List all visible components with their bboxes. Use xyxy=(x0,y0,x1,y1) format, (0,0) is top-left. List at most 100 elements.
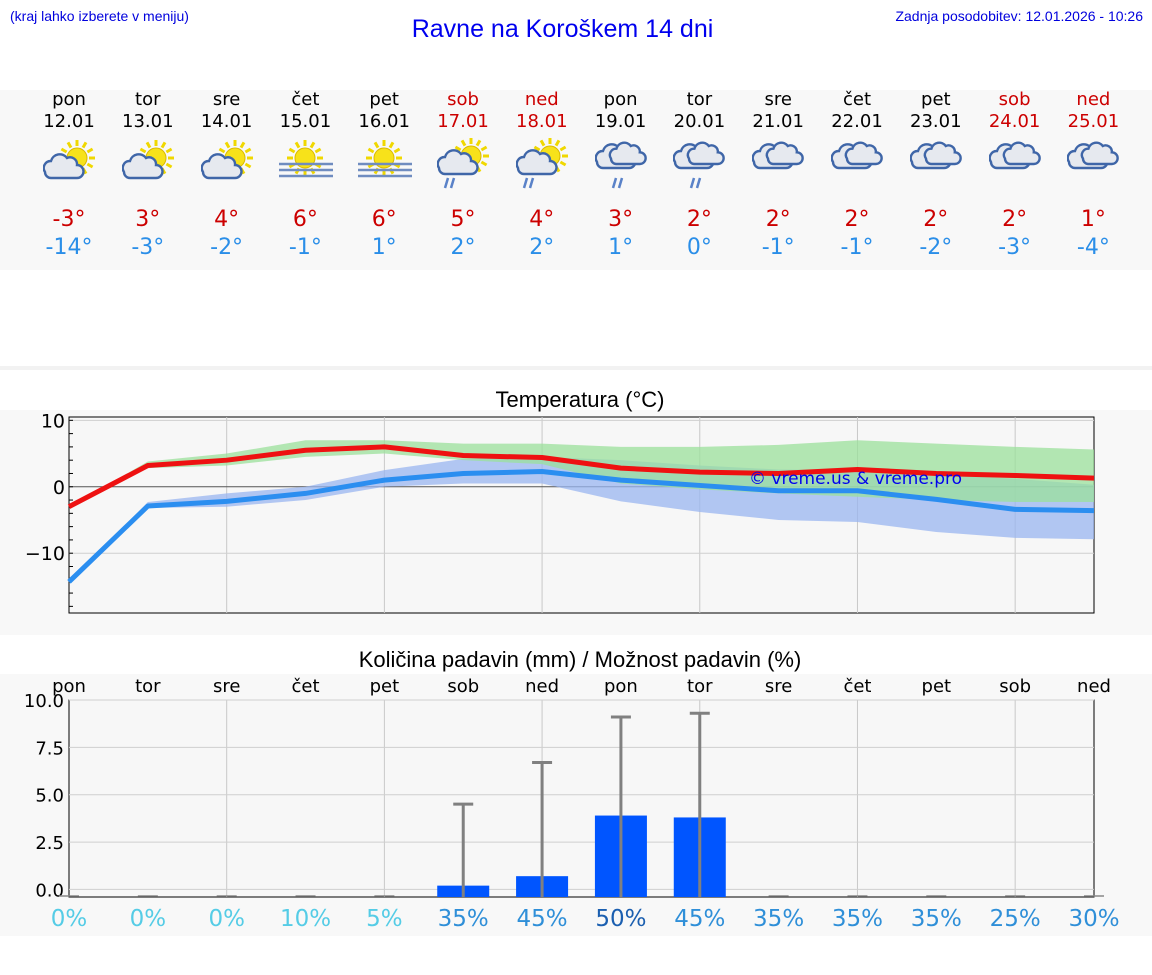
day-column: ned 18.01 4° 2° xyxy=(502,90,582,262)
temperature-max: 2° xyxy=(686,207,712,232)
day-name: pet xyxy=(921,89,951,110)
temperature-max: 3° xyxy=(135,207,161,232)
day-date: 20.01 xyxy=(673,111,726,132)
day-name: sob xyxy=(447,89,479,110)
day-date: 22.01 xyxy=(831,111,883,132)
precipitation-probability: 35% xyxy=(753,906,804,932)
sun-fog-icon xyxy=(358,140,413,178)
day-date: 13.01 xyxy=(122,111,174,132)
day-name: čet xyxy=(842,89,872,110)
category-label: sre xyxy=(213,676,240,697)
day-name: pet xyxy=(369,89,399,110)
temperature-min: -2° xyxy=(919,235,953,260)
y-tick-label: 0.0 xyxy=(35,880,64,901)
cloud-rain-icon xyxy=(594,141,647,189)
cloud-rain-icon xyxy=(673,141,726,189)
day-column: pet 16.01 6° 1° xyxy=(344,90,424,262)
category-label: sre xyxy=(765,676,792,697)
precipitation-probability: 0% xyxy=(208,906,245,932)
y-tick-label: 7.5 xyxy=(35,738,64,759)
weather-icon xyxy=(1053,134,1133,206)
temperature-min: -2° xyxy=(210,235,244,260)
weather-icon xyxy=(265,134,345,206)
temperature-max: 2° xyxy=(923,207,949,232)
day-name: sre xyxy=(764,89,792,110)
day-name: čet xyxy=(291,89,320,110)
day-date: 16.01 xyxy=(358,111,410,132)
sun-cloud-icon xyxy=(43,140,95,180)
category-label: tor xyxy=(687,676,713,697)
day-name: tor xyxy=(686,89,713,110)
temperature-min: 1° xyxy=(608,235,634,260)
cloud-icon xyxy=(752,141,805,170)
day-column: čet 22.01 2° -1° xyxy=(817,90,897,262)
cloud-icon xyxy=(1067,141,1120,170)
weather-icon xyxy=(423,134,503,206)
day-column: pet 23.01 2° -2° xyxy=(896,90,976,262)
precipitation-chart-title: Količina padavin (mm) / Možnost padavin … xyxy=(358,647,802,672)
day-date: 15.01 xyxy=(279,111,332,132)
cloud-icon xyxy=(831,141,883,170)
temperature-max: -3° xyxy=(52,207,86,232)
category-label: pon xyxy=(604,676,638,697)
weather-icon xyxy=(344,134,424,206)
day-date: 18.01 xyxy=(516,111,568,132)
weather-icon xyxy=(659,134,739,206)
day-date: 14.01 xyxy=(200,111,253,132)
temperature-chart-title: Temperatura (°C) xyxy=(495,387,665,412)
temperature-min: -4° xyxy=(1076,235,1110,260)
temperature-max: 6° xyxy=(292,207,318,232)
temperature-max: 6° xyxy=(371,207,397,232)
y-tick-label: 5.0 xyxy=(35,786,64,807)
separator xyxy=(0,366,1152,370)
temperature-max: 2° xyxy=(765,207,791,232)
weather-icon xyxy=(502,134,582,206)
category-label: ned xyxy=(1077,676,1111,697)
day-name: sre xyxy=(212,89,241,110)
day-column: sob 24.01 2° -3° xyxy=(975,90,1055,262)
weather-icon xyxy=(108,134,188,206)
day-name: ned xyxy=(524,89,559,110)
temperature-max: 4° xyxy=(529,207,555,232)
day-name: pon xyxy=(603,89,638,110)
weather-icon xyxy=(29,134,109,206)
day-date: 17.01 xyxy=(437,111,489,132)
y-tick-label: 10 xyxy=(41,410,65,432)
temperature-max: 2° xyxy=(844,207,870,232)
day-column: tor 13.01 3° -3° xyxy=(108,90,188,262)
category-label: pet xyxy=(922,676,952,697)
temperature-min: -3° xyxy=(131,235,165,260)
temperature-chart: 10 0 −10 © vreme.us & vreme.pro xyxy=(25,410,1095,614)
temperature-max: 5° xyxy=(450,207,476,232)
temperature-min: 1° xyxy=(371,235,397,260)
sun-cloud-rain-icon xyxy=(515,138,568,189)
precipitation-probability: 10% xyxy=(280,906,331,932)
day-column: pon 12.01 -3° -14° xyxy=(29,90,109,262)
weather-icon xyxy=(738,134,818,206)
y-tick-label: 10.0 xyxy=(24,691,64,712)
watermark: © vreme.us & vreme.pro xyxy=(749,469,962,489)
temperature-min: -1° xyxy=(840,235,874,260)
category-label: čet xyxy=(292,676,320,697)
category-label: pet xyxy=(370,676,400,697)
precipitation-probability: 5% xyxy=(366,906,403,932)
temperature-min: 0° xyxy=(686,235,712,260)
temperature-max: 3° xyxy=(608,207,634,232)
day-column: sre 14.01 4° -2° xyxy=(187,90,267,262)
day-column: čet 15.01 6° -1° xyxy=(265,90,345,262)
y-tick-label: 0 xyxy=(53,477,65,499)
day-name: pon xyxy=(52,89,86,110)
precipitation-probability: 45% xyxy=(517,906,568,932)
sun-cloud-icon xyxy=(200,140,253,180)
y-tick-label: 2.5 xyxy=(35,833,64,854)
weather-icon xyxy=(187,134,267,206)
day-column: tor 20.01 2° 0° xyxy=(659,90,739,262)
category-label: ned xyxy=(525,676,559,697)
temperature-max: 2° xyxy=(1002,207,1028,232)
day-date: 12.01 xyxy=(43,111,95,132)
y-tick-label: −10 xyxy=(25,543,65,565)
day-column: sob 17.01 5° 2° xyxy=(423,90,503,262)
temperature-min: -1° xyxy=(288,235,322,260)
day-date: 23.01 xyxy=(910,111,962,132)
day-column: pon 19.01 3° 1° xyxy=(581,90,661,262)
